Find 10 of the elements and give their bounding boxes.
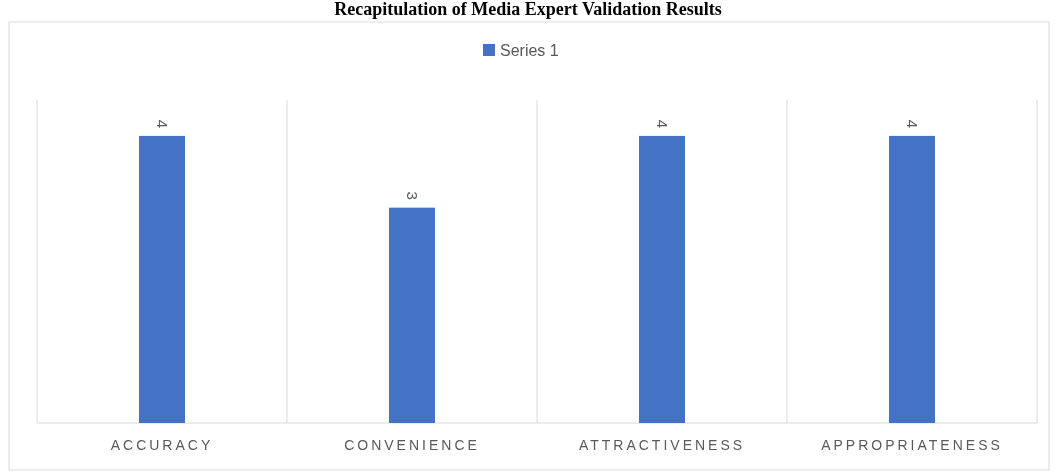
legend-label: Series 1 xyxy=(500,41,559,59)
data-label: 4 xyxy=(153,119,171,129)
x-tick-label: ATTRACTIVENESS xyxy=(578,437,746,453)
chart-title: Recapitulation of Media Expert Validation Results xyxy=(334,0,722,19)
data-label: 4 xyxy=(653,119,671,129)
data-label: 4 xyxy=(903,119,921,129)
x-tick-label: CONVENIENCE xyxy=(344,437,480,453)
data-label: 3 xyxy=(403,191,421,200)
x-tick-label: APPROPRIATENESS xyxy=(821,437,1003,453)
x-tick-label: ACCURACY xyxy=(110,437,214,453)
